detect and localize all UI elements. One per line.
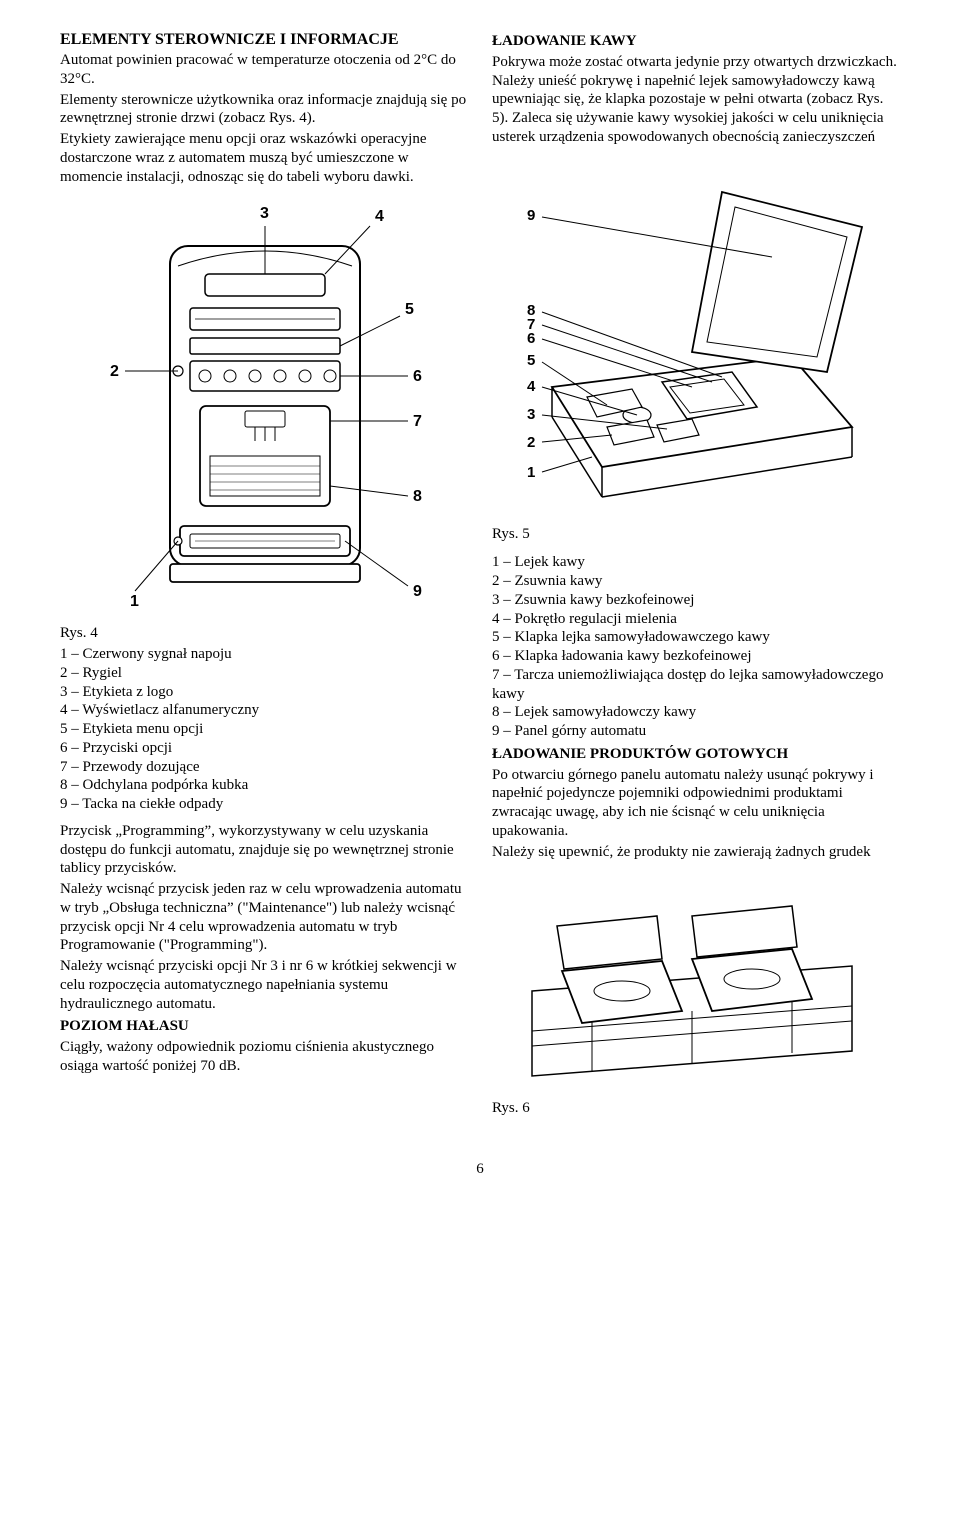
figure-4-caption: Rys. 4 bbox=[60, 624, 468, 643]
para: Po otwarciu górnego panelu automatu nale… bbox=[492, 766, 900, 841]
legend-item: 9 – Panel górny automatu bbox=[492, 722, 900, 741]
legend-item: 7 – Przewody dozujące bbox=[60, 758, 468, 777]
legend-item: 2 – Zsuwnia kawy bbox=[492, 572, 900, 591]
legend-item: 1 – Lejek kawy bbox=[492, 553, 900, 572]
legend-item: 4 – Pokrętło regulacji mielenia bbox=[492, 610, 900, 629]
callout-3: 3 bbox=[260, 205, 269, 222]
callout-8: 8 bbox=[413, 488, 422, 505]
section-title-loading-products: ŁADOWANIE PRODUKTÓW GOTOWYCH bbox=[492, 745, 900, 764]
page-number: 6 bbox=[0, 1160, 960, 1199]
para: Etykiety zawierające menu opcji oraz wsk… bbox=[60, 130, 468, 186]
legend-item: 4 – Wyświetlacz alfanumeryczny bbox=[60, 701, 468, 720]
legend-item: 8 – Lejek samowyładowczy kawy bbox=[492, 703, 900, 722]
callout-1: 1 bbox=[130, 593, 139, 610]
figure-4: 1 2 3 4 5 6 7 8 9 bbox=[60, 196, 468, 616]
callout-2: 2 bbox=[110, 363, 119, 380]
para: Pokrywa może zostać otwarta jedynie przy… bbox=[492, 53, 900, 147]
legend-item: 2 – Rygiel bbox=[60, 664, 468, 683]
callout-5: 5 bbox=[405, 301, 414, 318]
para: Elementy sterownicze użytkownika oraz in… bbox=[60, 91, 468, 129]
para: Ciągły, ważony odpowiednik poziomu ciśni… bbox=[60, 1038, 468, 1076]
legend-item: 9 – Tacka na ciekłe odpady bbox=[60, 795, 468, 814]
figure-6-caption: Rys. 6 bbox=[492, 1099, 900, 1118]
legend-item: 3 – Zsuwnia kawy bezkofeinowej bbox=[492, 591, 900, 610]
figure-6 bbox=[492, 871, 900, 1091]
legend-item: 3 – Etykieta z logo bbox=[60, 683, 468, 702]
para: Automat powinien pracować w temperaturze… bbox=[60, 51, 468, 89]
figure-4-legend: 1 – Czerwony sygnał napoju 2 – Rygiel 3 … bbox=[60, 645, 468, 814]
legend-item: 6 – Klapka ładowania kawy bezkofeinowej bbox=[492, 647, 900, 666]
figure-5-caption: Rys. 5 bbox=[492, 525, 900, 544]
callout-4: 4 bbox=[375, 208, 384, 225]
figure-5-legend: 1 – Lejek kawy 2 – Zsuwnia kawy 3 – Zsuw… bbox=[492, 553, 900, 741]
para: Przycisk „Programming”, wykorzystywany w… bbox=[60, 822, 468, 878]
figure-5: 1 2 3 4 5 6 7 8 9 bbox=[492, 157, 900, 517]
svg-text:8: 8 bbox=[527, 302, 535, 319]
legend-item: 6 – Przyciski opcji bbox=[60, 739, 468, 758]
svg-text:5: 5 bbox=[527, 352, 535, 369]
svg-text:2: 2 bbox=[527, 434, 535, 451]
legend-item: 1 – Czerwony sygnał napoju bbox=[60, 645, 468, 664]
para: Należy wcisnąć przycisk jeden raz w celu… bbox=[60, 880, 468, 955]
section-title-controls: ELEMENTY STEROWNICZE I INFORMACJE bbox=[60, 30, 468, 49]
section-title-noise: POZIOM HAŁASU bbox=[60, 1017, 468, 1036]
svg-text:9: 9 bbox=[527, 207, 535, 224]
legend-item: 5 – Klapka lejka samowyładowawczego kawy bbox=[492, 628, 900, 647]
legend-item: 7 – Tarcza uniemożliwiająca dostęp do le… bbox=[492, 666, 900, 704]
callout-9: 9 bbox=[413, 583, 422, 600]
legend-item: 5 – Etykieta menu opcji bbox=[60, 720, 468, 739]
svg-text:3: 3 bbox=[527, 406, 535, 423]
svg-text:4: 4 bbox=[527, 378, 536, 395]
callout-7: 7 bbox=[413, 413, 422, 430]
legend-item: 8 – Odchylana podpórka kubka bbox=[60, 776, 468, 795]
para: Należy wcisnąć przyciski opcji Nr 3 i nr… bbox=[60, 957, 468, 1013]
svg-text:1: 1 bbox=[527, 464, 535, 481]
section-title-loading-coffee: ŁADOWANIE KAWY bbox=[492, 32, 900, 51]
callout-6: 6 bbox=[413, 368, 422, 385]
para: Należy się upewnić, że produkty nie zawi… bbox=[492, 843, 900, 862]
